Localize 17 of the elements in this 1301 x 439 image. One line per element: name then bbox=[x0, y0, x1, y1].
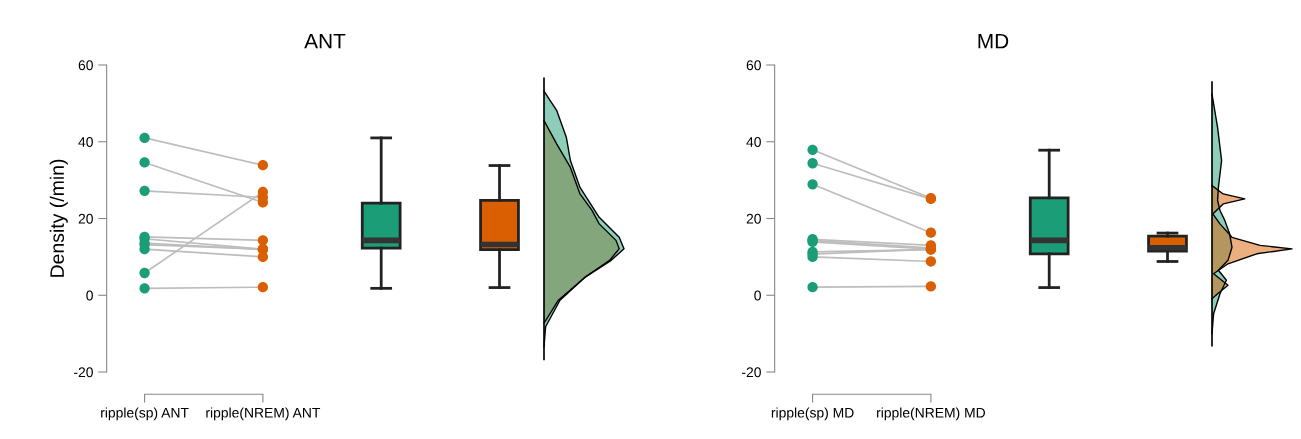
chart-title: MD bbox=[978, 34, 1009, 49]
y-tick-label: 20 bbox=[78, 213, 93, 224]
chart-title: ANT bbox=[304, 34, 346, 49]
x-tick-label: ripple(NREM) ANT bbox=[206, 407, 321, 421]
x-tick-label: ripple(sp) MD bbox=[771, 407, 854, 421]
y-axis-title: Density (/min) bbox=[49, 159, 68, 277]
y-tick-label: 0 bbox=[754, 290, 761, 301]
y-tick-label: 40 bbox=[746, 137, 761, 147]
x-tick-label: ripple(NREM) MD bbox=[877, 407, 986, 421]
x-tick-label: ripple(sp) ANT bbox=[101, 407, 189, 421]
y-tick-label: 60 bbox=[746, 60, 761, 71]
y-tick-label: 40 bbox=[78, 137, 93, 147]
y-tick-label: -20 bbox=[742, 367, 761, 378]
y-tick-label: -20 bbox=[74, 367, 93, 378]
y-tick-label: 60 bbox=[78, 60, 93, 71]
y-tick-label: 0 bbox=[86, 290, 93, 301]
y-tick-label: 20 bbox=[746, 213, 761, 224]
